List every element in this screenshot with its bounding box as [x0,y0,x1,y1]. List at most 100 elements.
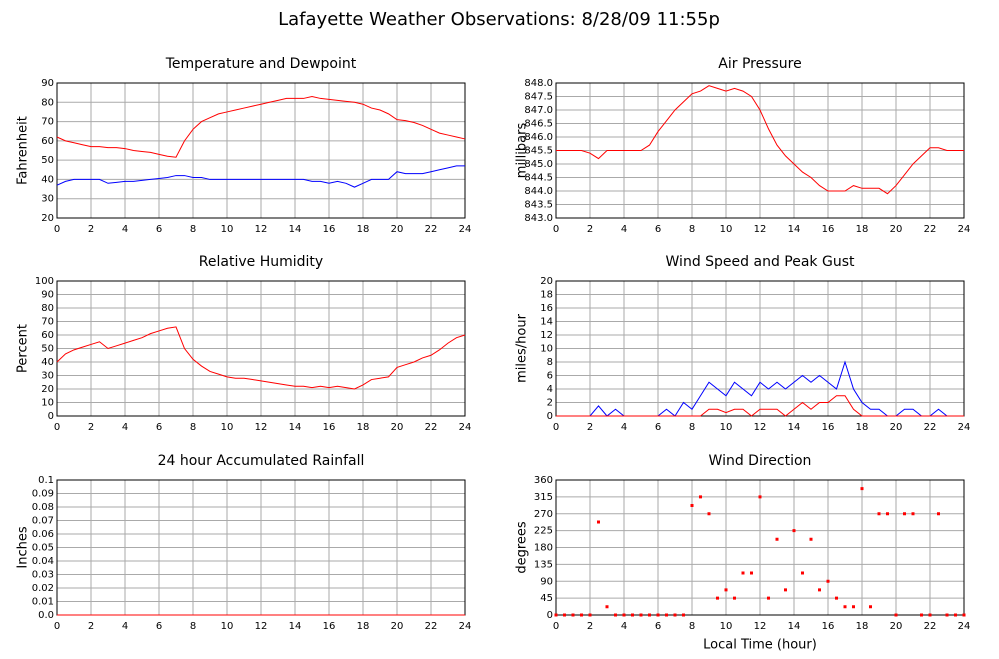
data-point [648,613,651,617]
x-tick-label: 22 [924,224,937,235]
y-tick-label: 20 [41,213,54,224]
data-line [56,95,466,158]
x-tick-label: 0 [553,422,559,433]
x-tick-label: 16 [822,422,835,433]
y-tick-label: 50 [41,155,54,166]
y-tick-label: 8 [547,357,553,368]
y-tick-label: 848.0 [524,78,553,89]
x-tick-label: 18 [856,224,869,235]
x-tick-label: 10 [720,621,733,632]
y-tick-label: 80 [41,303,54,314]
x-tick-label: 2 [88,422,94,433]
chart-title: Air Pressure [718,56,801,72]
x-tick-label: 2 [587,621,593,632]
chart-title: Wind Speed and Peak Gust [666,254,855,270]
x-tick-label: 0 [54,621,60,632]
data-point [954,613,957,617]
x-tick-label: 0 [54,224,60,235]
x-tick-label: 16 [323,224,336,235]
chart-title: Relative Humidity [199,254,323,270]
x-tick-label: 20 [391,621,404,632]
data-point [962,613,966,617]
y-tick-label: 10 [41,398,54,409]
y-tick-label: 845.5 [524,146,553,157]
x-tick-label: 2 [587,422,593,433]
data-point [733,596,736,600]
chart-title: Temperature and Dewpoint [165,56,357,72]
x-tick-label: 14 [788,422,801,433]
x-tick-label: 20 [890,422,903,433]
data-point [758,495,762,499]
x-tick-label: 22 [924,422,937,433]
x-tick-label: 14 [788,621,801,632]
x-tick-label: 20 [890,224,903,235]
x-tick-label: 0 [54,422,60,433]
x-tick-label: 14 [289,224,302,235]
data-point [707,512,711,516]
y-tick-label: 843.0 [524,213,553,224]
y-tick-label: 45 [540,593,553,604]
x-tick-label: 16 [323,422,336,433]
x-tick-label: 18 [856,422,869,433]
y-tick-label: 0 [547,610,553,621]
x-tick-label: 6 [156,621,162,632]
y-tick-label: 20 [540,276,553,287]
x-tick-label: 4 [122,422,128,433]
y-tick-label: 844.5 [524,173,553,184]
data-line [556,395,964,417]
x-tick-label: 4 [621,224,627,235]
plot-frame [555,280,965,417]
y-axis-label: millibars [515,123,530,179]
data-point [656,613,660,617]
data-point [631,613,634,617]
y-tick-label: 0.01 [32,597,54,608]
x-tick-label: 10 [221,224,234,235]
x-tick-label: 8 [689,224,695,235]
x-tick-label: 18 [357,621,370,632]
y-tick-label: 90 [540,576,553,587]
y-tick-label: 315 [534,492,553,503]
data-point [724,588,728,592]
x-tick-label: 6 [156,224,162,235]
data-point [920,613,923,617]
data-point [894,613,898,617]
x-tick-label: 8 [190,621,196,632]
page-title: Lafayette Weather Observations: 8/28/09 … [278,9,720,30]
x-tick-label: 4 [122,621,128,632]
y-tick-label: 18 [540,290,553,301]
x-tick-label: 18 [856,621,869,632]
data-point [869,605,872,609]
x-tick-label: 10 [720,224,733,235]
y-tick-label: 270 [534,509,553,520]
y-tick-label: 14 [540,317,553,328]
data-point [843,605,847,609]
data-line [56,326,466,390]
x-tick-label: 12 [255,422,268,433]
x-tick-label: 16 [822,224,835,235]
y-tick-label: 0.1 [38,475,54,486]
data-point [690,504,694,507]
x-tick-label: 10 [221,621,234,632]
data-point [886,512,889,516]
data-point [784,588,787,592]
y-axis-label: degrees [515,521,530,574]
data-line [556,85,964,195]
x-tick-label: 16 [323,621,336,632]
data-point [835,596,838,600]
y-tick-label: 30 [41,371,54,382]
x-tick-label: 6 [655,422,661,433]
data-point [911,512,915,516]
y-tick-label: 0.07 [32,516,54,527]
data-point [639,613,643,617]
data-point [622,613,626,617]
x-tick-label: 20 [391,422,404,433]
y-tick-label: 0.0 [38,610,54,621]
y-tick-label: 70 [41,317,54,328]
y-tick-label: 0.03 [32,570,54,581]
y-tick-label: 843.5 [524,200,553,211]
x-tick-label: 18 [357,422,370,433]
x-tick-label: 12 [255,224,268,235]
x-tick-label: 8 [190,422,196,433]
y-tick-label: 60 [41,136,54,147]
